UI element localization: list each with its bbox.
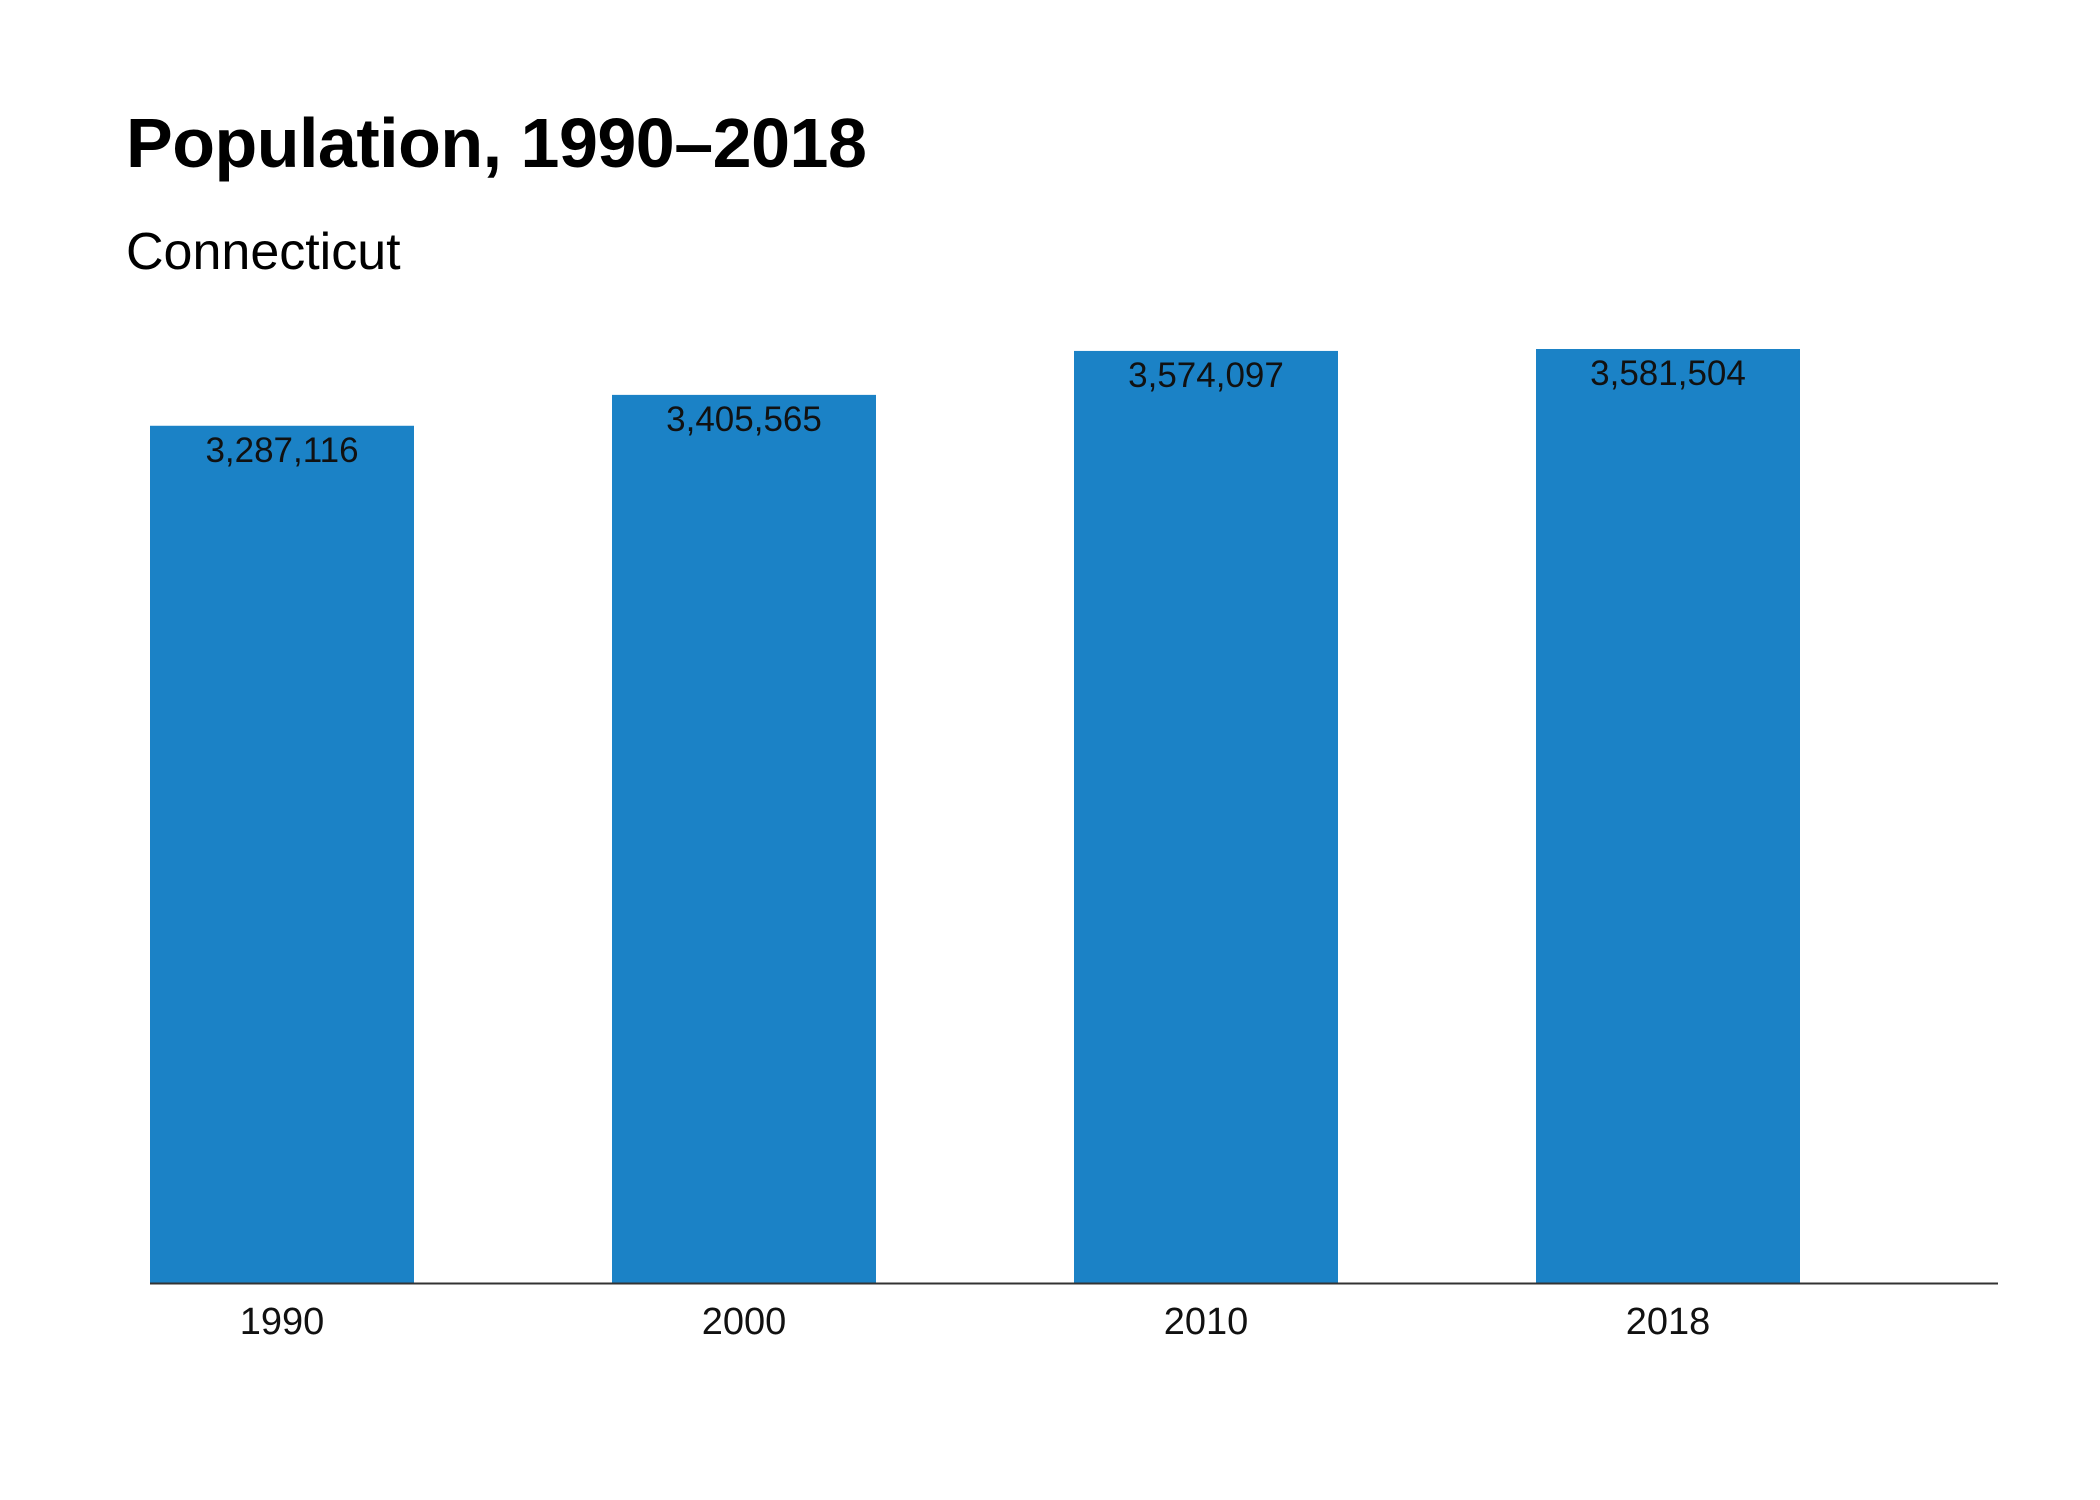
bar-2000 (612, 394, 876, 1283)
bar-2018 (1536, 349, 1800, 1283)
bar-2010 (1074, 350, 1338, 1283)
bar-1990 (150, 425, 414, 1284)
x-tick-label-2000: 2000 (702, 1301, 787, 1343)
value-label-1990: 3,287,116 (205, 431, 358, 470)
x-tick-label-2018: 2018 (1626, 1301, 1711, 1343)
x-axis-tick-labels: 1990 2000 2010 2018 (240, 1301, 1711, 1343)
value-label-2018: 3,581,504 (1590, 354, 1746, 393)
x-tick-label-1990: 1990 (240, 1301, 325, 1343)
chart-subtitle: Connecticut (126, 223, 401, 281)
value-label-2010: 3,574,097 (1128, 356, 1284, 395)
x-tick-label-2010: 2010 (1164, 1301, 1249, 1343)
value-labels-layer: 3,287,116 3,405,565 3,574,097 3,581,504 (205, 354, 1745, 470)
chart-title: Population, 1990–2018 (126, 104, 867, 182)
value-label-2000: 3,405,565 (666, 400, 822, 439)
bars-layer (150, 349, 1800, 1284)
